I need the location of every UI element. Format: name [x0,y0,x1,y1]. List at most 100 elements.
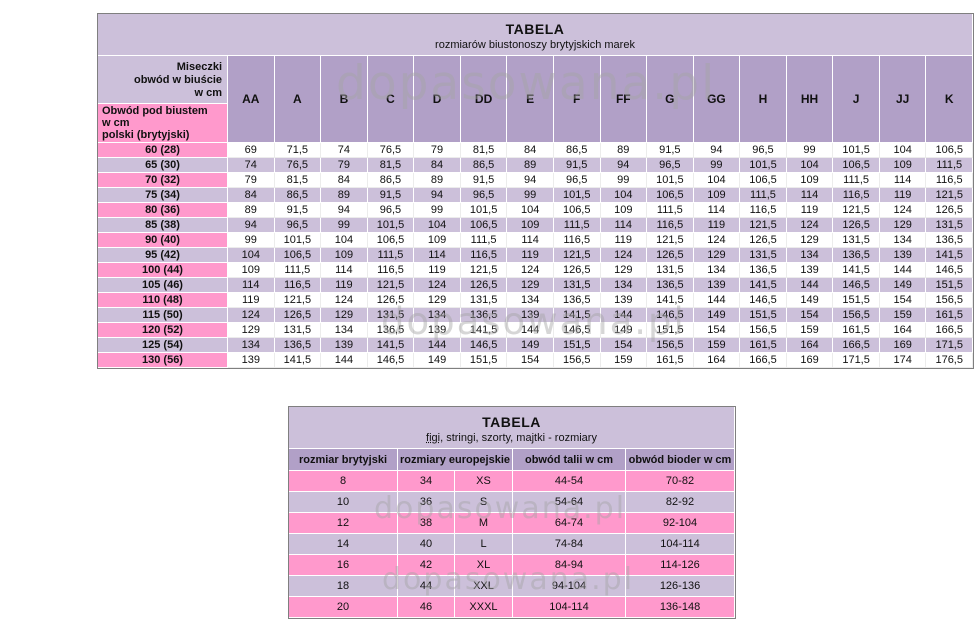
hips-range-cell: 70-82 [626,471,735,492]
eu-size-cell: 38 [398,513,455,534]
bust-measurement-cell: 144 [414,338,461,353]
bust-measurement-cell: 109 [321,248,368,263]
subtitle-rest: , stringi, szorty, majtki - rozmiary [440,432,597,444]
bust-measurement-cell: 156,5 [833,308,880,323]
header-hips-circumference: obwód bioder w cm [626,449,735,471]
bust-measurement-cell: 74 [228,158,275,173]
bust-measurement-cell: 149 [879,278,927,293]
bust-measurement-cell: 131,5 [553,278,601,293]
bust-measurement-cell: 106,5 [833,158,880,173]
bra-size-row: 60 (28) 69 71,5 74 76,5 79 81,5 84 86,5 89 91,5 94 9… [98,143,973,158]
bust-measurement-cell: 151,5 [926,278,973,293]
bust-measurement-cell: 124 [693,233,741,248]
bust-measurement-cell: 109 [693,188,741,203]
bust-measurement-cell: 119 [414,263,461,278]
bust-measurement-cell: 116,5 [833,188,880,203]
bust-measurement-cell: 126,5 [274,308,322,323]
bust-measurement-cell: 106,5 [274,248,322,263]
bust-measurement-cell: 84 [321,173,368,188]
bust-measurement-cell: 164 [879,323,927,338]
hips-range-cell: 82-92 [626,492,735,513]
cup-size-header: J [833,56,880,143]
subtitle-word-figi: figi [426,432,441,444]
bust-measurement-cell: 106,5 [367,233,415,248]
cup-size-header: B [321,56,368,143]
bust-measurement-cell: 101,5 [833,143,880,158]
bust-measurement-cell: 104 [321,233,368,248]
bust-measurement-cell: 101,5 [553,188,601,203]
bust-measurement-cell: 151,5 [553,338,601,353]
panties-size-row: 10 36 S 54-64 82-92 [289,492,735,513]
bra-size-row: 65 (30) 74 76,5 79 81,5 84 86,5 89 91,5 94 96,5 99 1… [98,158,973,173]
bra-size-row: 125 (54) 134 136,5 139 141,5 144 146,5 149 151,5… [98,338,973,353]
bra-size-row: 85 (38) 94 96,5 99 101,5 104 106,5 109 111,5 114 1… [98,218,973,233]
bust-measurement-cell: 126,5 [647,248,694,263]
bust-measurement-cell: 106,5 [926,143,973,158]
bust-measurement-cell: 121,5 [926,188,973,203]
bust-measurement-cell: 111,5 [460,233,508,248]
band-size-label: 110 (48) [98,293,228,308]
header-uk-size: rozmiar brytyjski [289,449,398,471]
bust-measurement-cell: 161,5 [647,353,694,368]
bust-measurement-cell: 149 [693,308,741,323]
bust-measurement-cell: 164 [693,353,741,368]
bust-measurement-cell: 89 [600,143,648,158]
bra-size-row: 130 (56) 139 141,5 144 146,5 149 151,5 154 156,5… [98,353,973,368]
cup-size-header: C [367,56,415,143]
band-size-label: 70 (32) [98,173,228,188]
band-size-label: 95 (42) [98,248,228,263]
bust-measurement-cell: 89 [228,203,275,218]
waist-range-cell: 64-74 [513,513,626,534]
eu-size-cell: 34 [398,471,455,492]
bust-measurement-cell: 131,5 [274,323,322,338]
bust-measurement-cell: 154 [693,323,741,338]
bust-measurement-cell: 154 [786,308,834,323]
eu-size-cell: 46 [398,597,455,618]
bust-measurement-cell: 84 [414,158,461,173]
bra-size-row: 75 (34) 84 86,5 89 91,5 94 96,5 99 101,5 104 106,5… [98,188,973,203]
eu-size-cell: 40 [398,534,455,555]
eu-letter-size-cell: XS [455,471,513,492]
bust-measurement-cell: 169 [879,338,927,353]
bust-measurement-cell: 76,5 [274,158,322,173]
bust-measurement-cell: 171,5 [833,353,880,368]
bust-measurement-cell: 139 [321,338,368,353]
cup-size-header: FF [600,56,648,143]
bust-measurement-cell: 109 [507,218,554,233]
eu-letter-size-cell: XXL [455,576,513,597]
bust-measurement-cell: 129 [786,233,834,248]
bust-measurement-cell: 116,5 [926,173,973,188]
hips-range-cell: 92-104 [626,513,735,534]
uk-size-cell: 8 [289,471,398,492]
bust-measurement-cell: 121,5 [833,203,880,218]
bust-measurement-cell: 86,5 [367,173,415,188]
eu-size-cell: 36 [398,492,455,513]
bust-measurement-cell: 126,5 [833,218,880,233]
bust-measurement-cell: 109 [228,263,275,278]
bust-measurement-cell: 96,5 [274,218,322,233]
cup-size-header: A [274,56,322,143]
bust-measurement-cell: 141,5 [833,263,880,278]
bust-measurement-cell: 151,5 [740,308,787,323]
bust-measurement-cell: 91,5 [647,143,694,158]
eu-letter-size-cell: M [455,513,513,534]
bust-measurement-cell: 159 [693,338,741,353]
bust-measurement-cell: 126,5 [740,233,787,248]
bust-measurement-cell: 121,5 [460,263,508,278]
cup-size-header: JJ [879,56,927,143]
bust-measurement-cell: 134 [321,323,368,338]
band-size-label: 85 (38) [98,218,228,233]
bust-measurement-cell: 99 [600,173,648,188]
bust-measurement-cell: 99 [414,203,461,218]
bust-measurement-cell: 114 [321,263,368,278]
bust-measurement-cell: 136,5 [274,338,322,353]
bust-measurement-cell: 144 [507,323,554,338]
header-eu-size: rozmiary europejskie [398,449,513,471]
bust-measurement-cell: 144 [879,263,927,278]
bust-measurement-cell: 119 [600,233,648,248]
bust-measurement-cell: 86,5 [460,158,508,173]
bust-measurement-cell: 146,5 [833,278,880,293]
bust-measurement-cell: 156,5 [553,353,601,368]
bust-measurement-cell: 94 [228,218,275,233]
bust-measurement-cell: 81,5 [367,158,415,173]
